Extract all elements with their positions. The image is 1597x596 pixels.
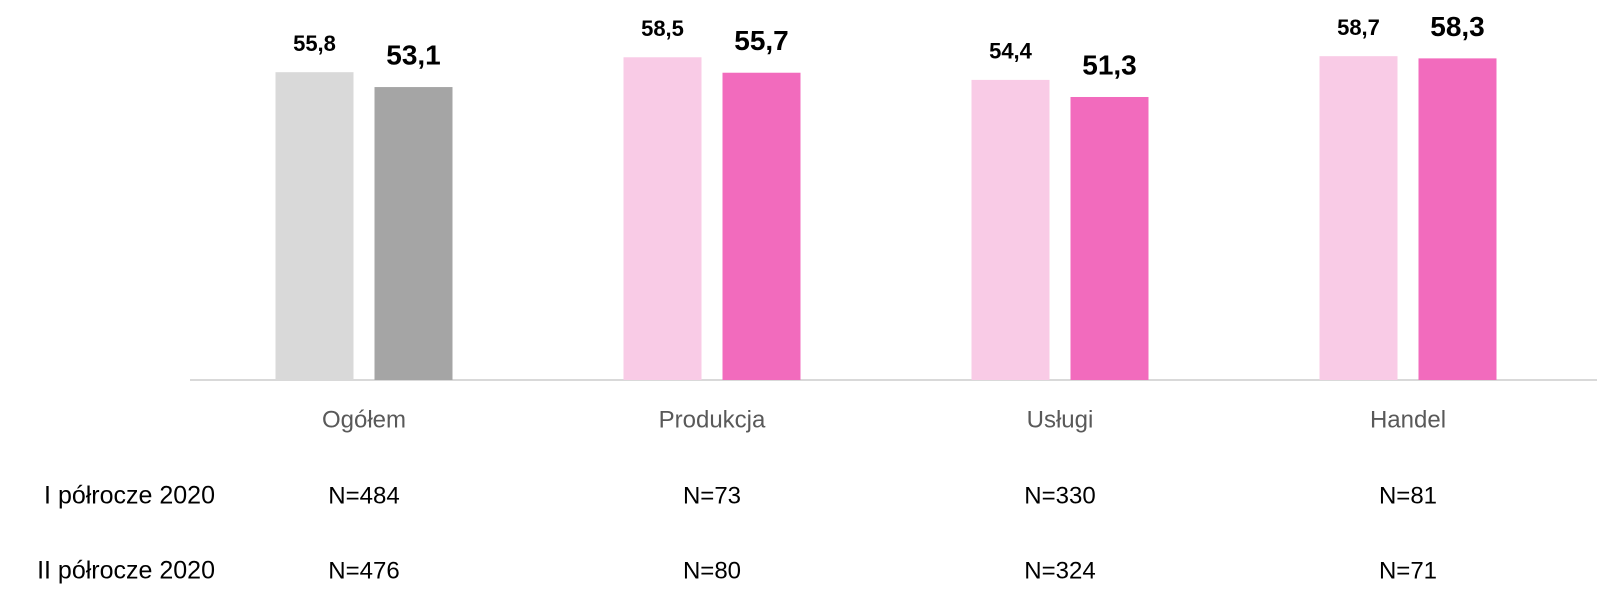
n-label: N=80 xyxy=(683,557,741,584)
value-label: 58,3 xyxy=(1430,11,1485,42)
bar xyxy=(275,72,354,381)
bar xyxy=(971,79,1050,380)
category-label: Produkcja xyxy=(659,406,766,433)
value-label: 55,8 xyxy=(293,31,336,56)
category-label: Usługi xyxy=(1027,406,1094,433)
row-label: II półrocze 2020 xyxy=(37,557,215,585)
n-label: N=324 xyxy=(1024,557,1095,584)
bar xyxy=(1070,96,1149,381)
n-label: N=330 xyxy=(1024,482,1095,509)
n-label: N=476 xyxy=(328,557,399,584)
bar xyxy=(722,72,801,380)
value-label: 51,3 xyxy=(1082,49,1137,80)
n-label: N=71 xyxy=(1379,557,1437,584)
category-label: Ogółem xyxy=(322,406,406,433)
value-label: 58,7 xyxy=(1337,15,1380,40)
value-label: 55,7 xyxy=(734,25,789,56)
bar xyxy=(623,57,702,381)
bar xyxy=(1418,58,1497,381)
row-label: I półrocze 2020 xyxy=(44,482,215,510)
n-label: N=81 xyxy=(1379,482,1437,509)
bar xyxy=(1319,56,1398,381)
n-label: N=73 xyxy=(683,482,741,509)
value-label: 53,1 xyxy=(386,39,441,70)
category-label: Handel xyxy=(1370,406,1446,433)
n-label: N=484 xyxy=(328,482,399,509)
value-label: 54,4 xyxy=(989,39,1033,64)
bar xyxy=(374,87,453,380)
value-label: 58,5 xyxy=(641,16,684,41)
